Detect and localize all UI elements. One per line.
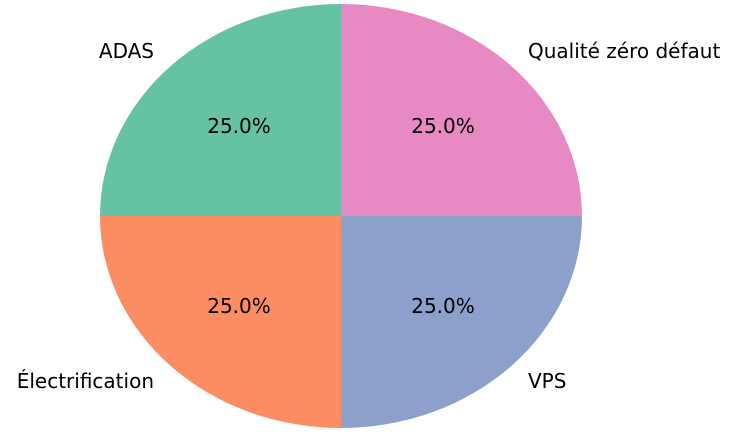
slice-pct-adas: 25.0% [207, 114, 271, 138]
pie-slice-adas [100, 4, 341, 216]
slice-label-adas: ADAS [99, 39, 154, 63]
slice-pct-qualite-zero-defaut: 25.0% [411, 114, 475, 138]
slice-label-electrification: Électrification [17, 369, 154, 393]
slice-pct-vps: 25.0% [411, 294, 475, 318]
slice-label-qualite-zero-defaut: Qualité zéro défaut [528, 39, 720, 63]
pie-slice-electrification [100, 216, 341, 428]
pie-slice-vps [341, 216, 582, 428]
slice-label-vps: VPS [528, 369, 566, 393]
pie-slice-qualite-zero-defaut [341, 4, 582, 216]
slice-pct-electrification: 25.0% [207, 294, 271, 318]
